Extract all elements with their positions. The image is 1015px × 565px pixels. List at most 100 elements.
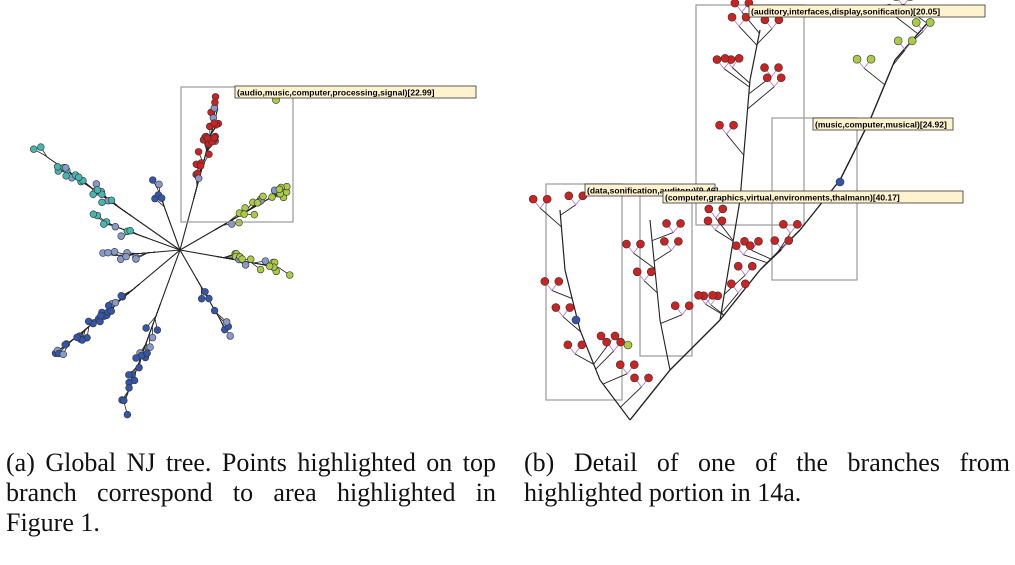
tree-node: [107, 196, 116, 205]
tree-node: [148, 333, 157, 342]
tree-node: [53, 163, 62, 171]
global-nj-tree-diagram: (audio,music,computer,processing,signal)…: [30, 85, 477, 419]
tree-node: [125, 371, 133, 379]
tree-node: [893, 0, 900, 2]
tree-node: [726, 279, 736, 289]
tree-node: [62, 164, 70, 172]
tree-node: [733, 261, 743, 271]
tree-node: [205, 150, 213, 158]
tree-node: [238, 255, 246, 263]
tree-node: [740, 236, 749, 246]
tree-node: [146, 343, 154, 351]
tree-edge: [729, 199, 741, 261]
tree-node: [577, 340, 587, 350]
tree-node: [235, 218, 243, 227]
tree-edge: [595, 350, 614, 370]
tree-node: [155, 180, 163, 189]
tree-edge: [217, 256, 231, 260]
tree-node: [275, 185, 284, 193]
tree-node: [563, 340, 573, 350]
tree-edge: [139, 249, 181, 285]
tree-edge: [738, 25, 758, 46]
tree-node: [143, 349, 151, 357]
tree-edge: [146, 237, 181, 251]
tree-node: [89, 210, 98, 218]
tree-node: [211, 98, 219, 107]
tree-node: [866, 54, 876, 64]
tree-node: [734, 54, 744, 63]
tree-node: [203, 134, 212, 142]
tree-edge: [179, 249, 197, 278]
caption-a: (a) Global NJ tree. Points highlighted o…: [6, 448, 496, 537]
tree-node: [754, 236, 763, 246]
tree-node: [684, 301, 694, 310]
tree-edge: [602, 373, 628, 385]
highlight-box-graphics: [639, 193, 693, 357]
tree-node: [907, 0, 914, 2]
tree-edge: [579, 329, 601, 381]
tree-node: [784, 236, 794, 245]
tree-node: [210, 306, 219, 315]
tree-edge: [653, 249, 672, 262]
tree-node: [554, 277, 564, 286]
tree-node: [98, 198, 106, 207]
tree-nodes: [30, 93, 294, 419]
tree-node: [610, 331, 620, 341]
tree-edge: [135, 251, 156, 255]
tree-node: [240, 210, 248, 218]
tree-edge: [651, 232, 674, 242]
tree-edge: [714, 229, 734, 242]
cluster-label-bg: [234, 85, 477, 99]
tree-node: [602, 337, 611, 347]
label-music: (music,computer,musical)[24.92]: [815, 120, 947, 130]
tree-node: [745, 241, 755, 251]
tree-edge: [719, 269, 761, 321]
panel-branch-detail: (auditory,interfaces,display,sonificatio…: [510, 0, 1015, 430]
tree-edge: [743, 254, 768, 264]
tree-edge: [799, 179, 841, 231]
tree-edge: [159, 249, 181, 305]
tree-node: [776, 73, 786, 83]
tree-edge: [169, 223, 181, 251]
tree-node: [135, 363, 143, 372]
tree-node: [125, 384, 133, 392]
tree-node: [793, 219, 802, 229]
tree-node: [616, 337, 625, 347]
tree-node: [117, 232, 125, 240]
tree-node: [250, 210, 259, 219]
tree-node: [120, 396, 128, 405]
tree-edge: [669, 319, 721, 371]
tree-node: [747, 261, 757, 271]
tree-node: [779, 219, 788, 229]
tree-node: [925, 18, 935, 27]
tree-node: [540, 277, 550, 286]
tree-edge: [731, 67, 751, 84]
tree-node: [564, 191, 574, 201]
tree-node: [718, 204, 728, 214]
tree-node: [196, 162, 205, 170]
tree-edge: [649, 219, 656, 271]
tree-node: [59, 350, 67, 359]
label-data: (data,sonification,auditory)[9.46]: [587, 186, 718, 196]
label-music-bg: [812, 117, 954, 131]
label-graphics: (computer,graphics,virtual,environments,…: [665, 193, 900, 203]
tree-node: [893, 36, 903, 46]
tree-node: [222, 318, 231, 326]
tree-node: [551, 303, 561, 312]
tree-edge: [179, 199, 195, 251]
tree-node: [122, 252, 130, 261]
tree-node: [61, 341, 69, 349]
tree-node: [662, 219, 671, 228]
tree-edge: [659, 319, 671, 371]
tree-node: [205, 294, 213, 303]
tree-node: [646, 267, 656, 277]
tree-node: [704, 204, 714, 214]
tree-edge: [895, 16, 919, 35]
tree-edge: [654, 269, 661, 321]
tree-node: [253, 199, 262, 207]
tree-node: [226, 332, 234, 340]
label-auditory: (auditory,interfaces,display,sonificatio…: [751, 7, 940, 17]
tree-node: [241, 261, 250, 269]
tree-node: [197, 295, 206, 303]
tree-edge: [643, 280, 658, 294]
